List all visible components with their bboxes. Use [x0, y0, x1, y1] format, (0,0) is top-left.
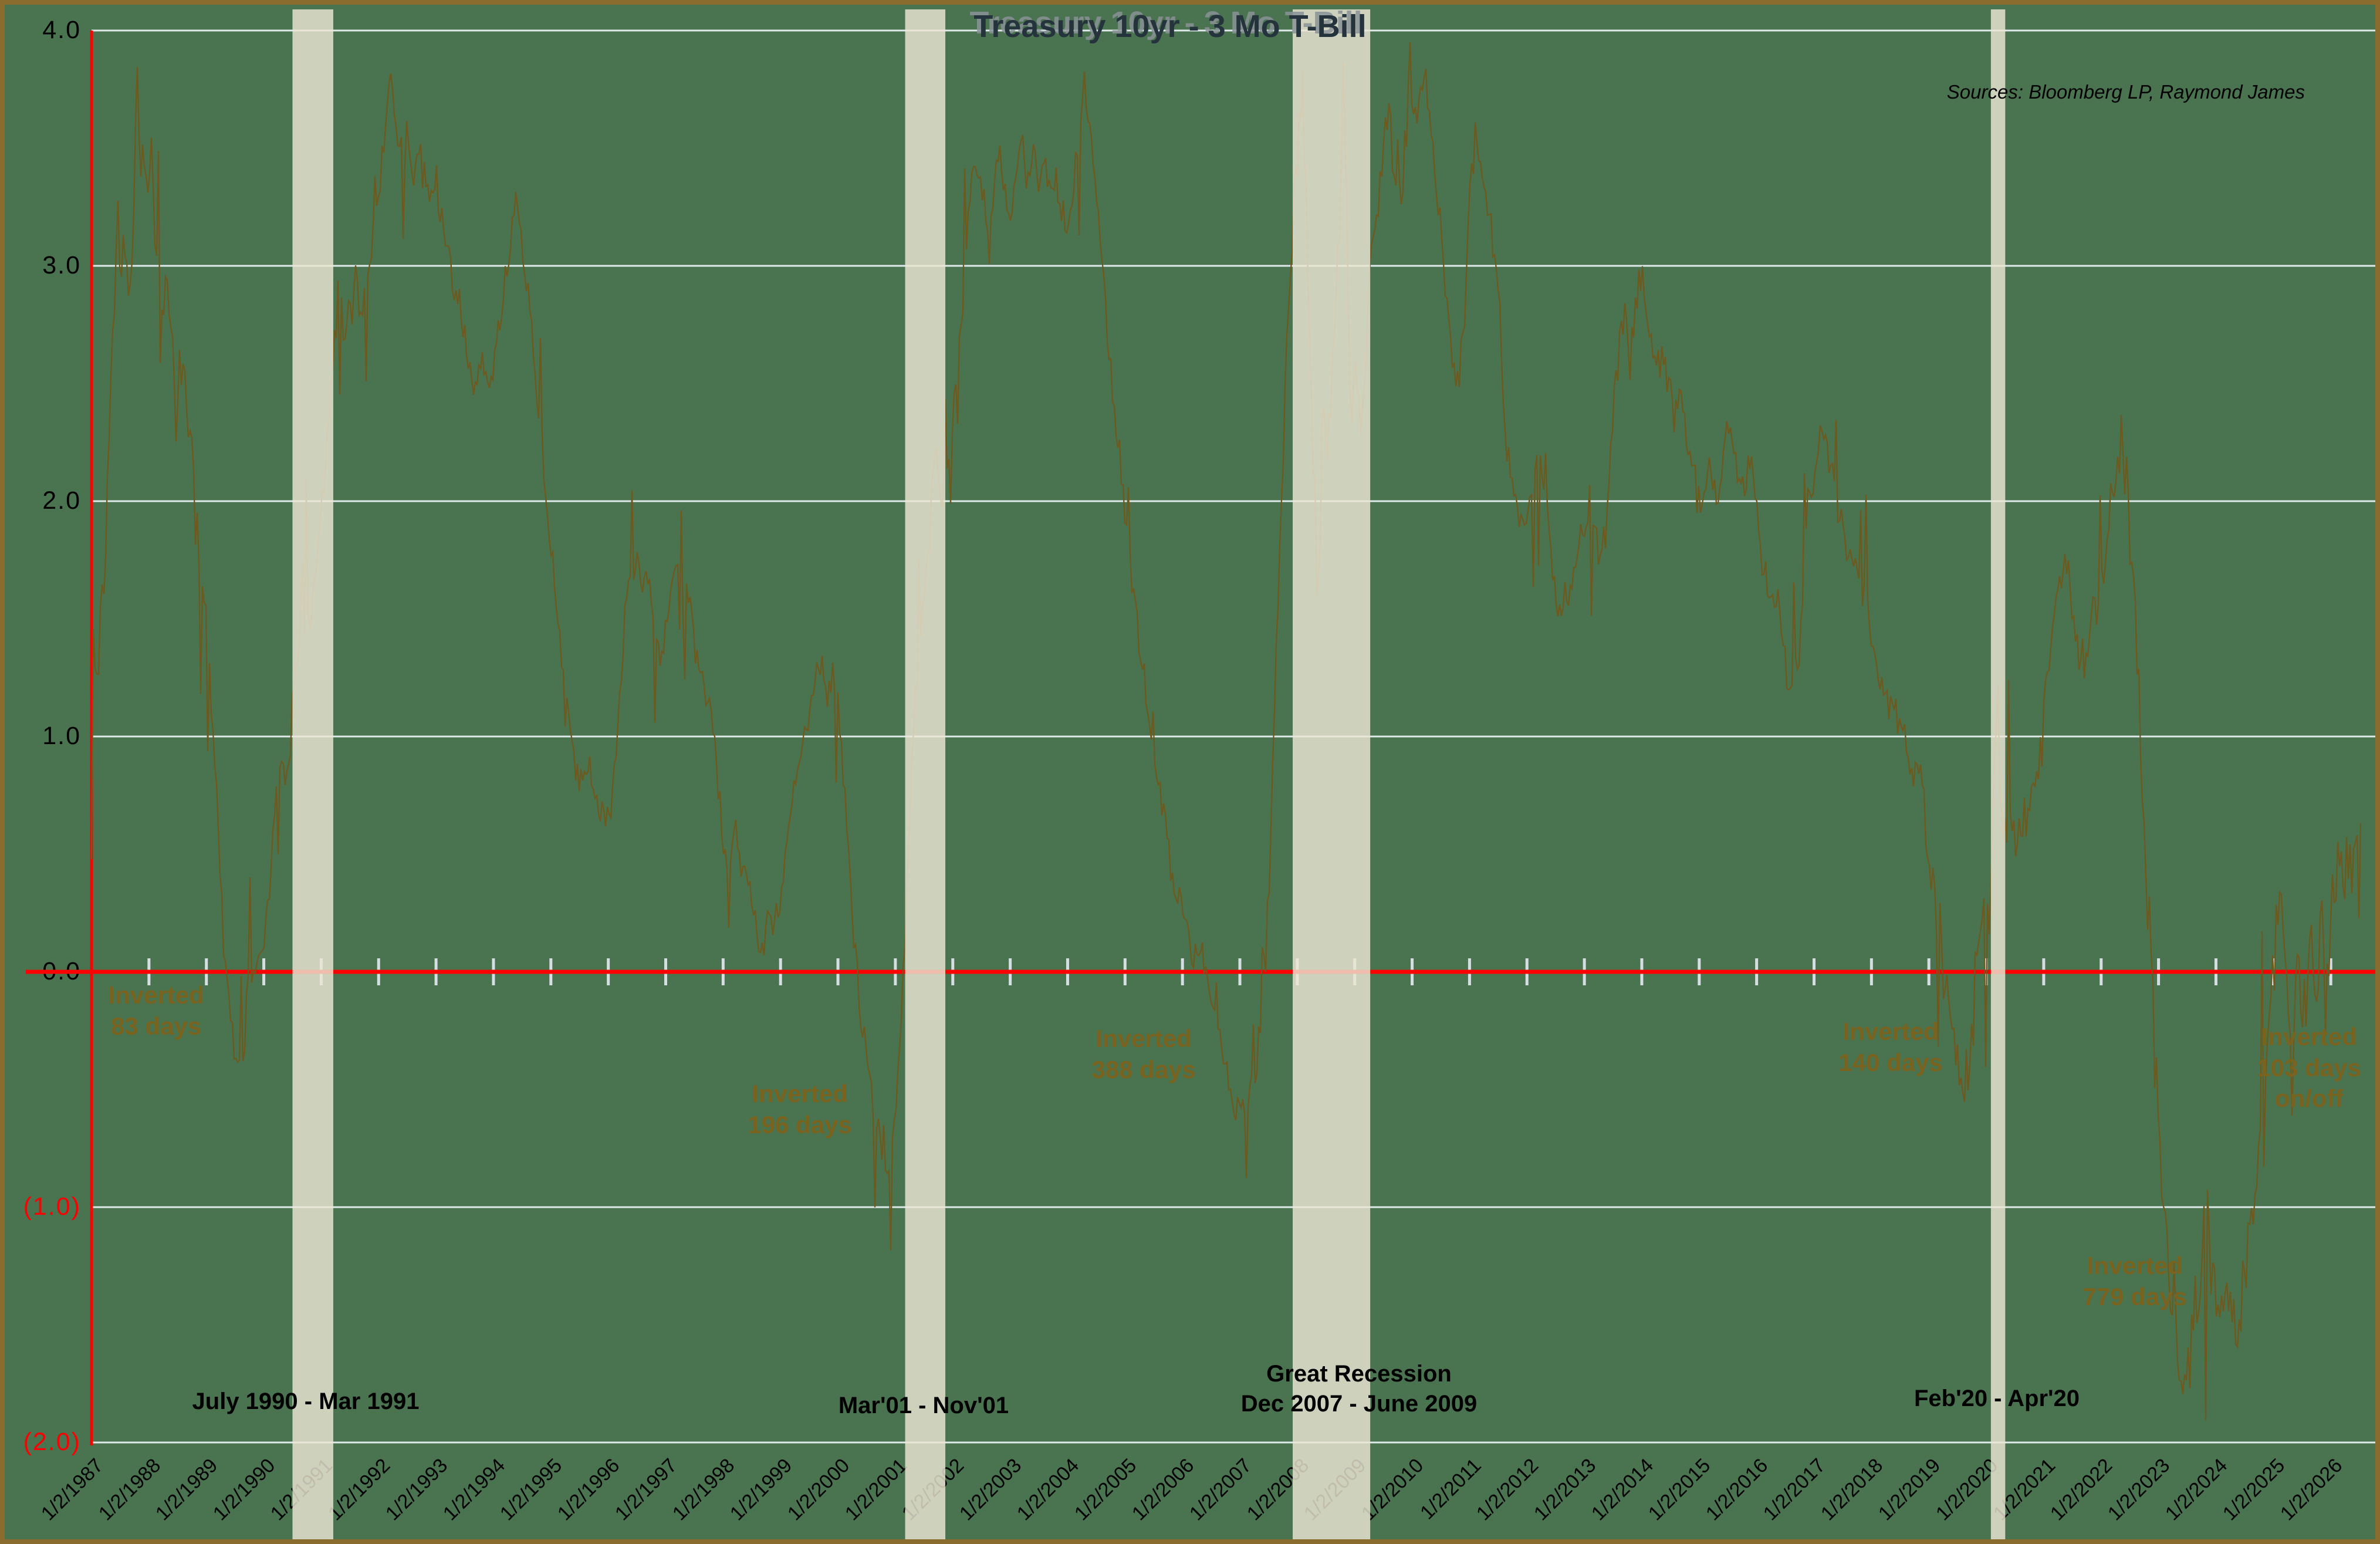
x-axis-label: 1/2/1990: [208, 1454, 280, 1525]
x-axis-label: 1/2/2006: [1127, 1454, 1199, 1525]
x-axis-label: 1/2/2011: [1415, 1454, 1486, 1524]
x-axis-label: 1/2/2005: [1070, 1454, 1141, 1525]
x-axis-label: 1/2/2008: [1242, 1454, 1313, 1525]
y-axis-label: (1.0): [23, 1192, 81, 1221]
x-axis-label: 1/2/2026: [2276, 1454, 2347, 1525]
x-axis-label: 1/2/2004: [1012, 1454, 1084, 1525]
y-axis-label: 3.0: [42, 251, 81, 279]
x-axis-label: 1/2/2024: [2161, 1454, 2232, 1525]
x-axis-label: 1/2/2014: [1587, 1454, 1658, 1525]
x-axis-label: 1/2/2003: [955, 1454, 1026, 1525]
x-axis-label: 1/2/2025: [2218, 1454, 2290, 1525]
y-axis-label: 0.0: [42, 957, 81, 985]
x-axis-label: 1/2/2010: [1357, 1454, 1428, 1525]
x-axis-label: 1/2/2009: [1300, 1454, 1371, 1525]
x-axis-label: 1/2/2013: [1529, 1454, 1600, 1525]
x-axis-label: 1/2/2021: [1989, 1454, 2060, 1525]
x-axis-label: 1/2/2018: [1816, 1454, 1888, 1525]
x-axis-label: 1/2/2022: [2046, 1454, 2117, 1525]
x-axis-label: 1/2/1999: [725, 1454, 797, 1525]
x-axis-label: 1/2/2023: [2104, 1454, 2175, 1525]
x-axis-label: 1/2/1992: [323, 1454, 395, 1525]
x-axis-label: 1/2/1998: [668, 1454, 739, 1525]
x-axis-label: 1/2/2017: [1759, 1454, 1830, 1525]
x-axis-label: 1/2/2015: [1644, 1454, 1715, 1525]
x-axis-label: 1/2/2000: [783, 1454, 854, 1525]
x-axis-label: 1/2/1987: [36, 1454, 107, 1525]
x-axis-label: 1/2/2019: [1874, 1454, 1945, 1525]
x-axis-label: 1/2/1996: [553, 1454, 624, 1525]
y-axis-label: (2.0): [23, 1428, 81, 1456]
axis-labels-layer: 4.0 3.0 2.0 1.0 0.0 (1.0) (2.0) 1/2/1987 1/2/19…: [5, 5, 2375, 1539]
x-axis-label: 1/2/1991: [266, 1454, 337, 1525]
y-axis-label: 1.0: [42, 722, 81, 750]
x-axis-label: 1/2/1994: [438, 1454, 509, 1525]
x-axis-label: 1/2/2002: [898, 1454, 969, 1525]
y-axis-label: 2.0: [42, 486, 81, 515]
x-axis-label: 1/2/1988: [94, 1454, 165, 1525]
x-axis-label: 1/2/2012: [1472, 1454, 1543, 1525]
x-axis-label: 1/2/2007: [1185, 1454, 1256, 1525]
x-axis-label: 1/2/2020: [1931, 1454, 2002, 1525]
x-axis-label: 1/2/1995: [496, 1454, 567, 1525]
x-axis-label: 1/2/1993: [381, 1454, 452, 1525]
x-axis-label: 1/2/1989: [151, 1454, 222, 1525]
x-axis-label: 1/2/2016: [1702, 1454, 1773, 1525]
x-axis-label: 1/2/2001: [840, 1454, 911, 1525]
y-axis-label: 4.0: [42, 16, 81, 44]
x-axis-label: 1/2/1997: [610, 1454, 682, 1525]
